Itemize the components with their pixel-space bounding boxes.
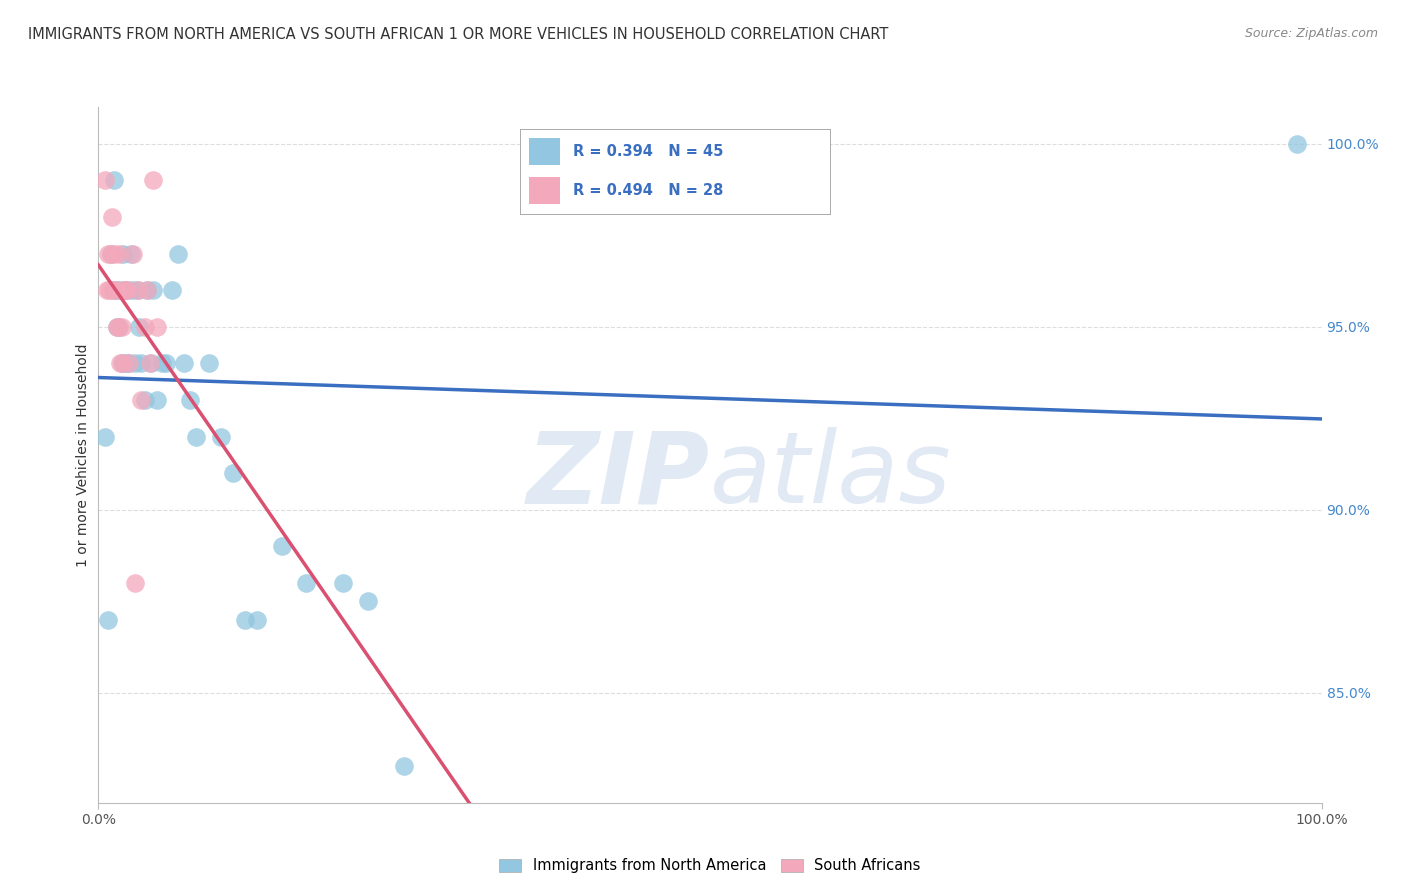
Point	[105, 319, 128, 334]
Point	[332, 576, 354, 591]
Point	[1286, 136, 1309, 151]
Point	[118, 356, 141, 370]
Point	[136, 283, 159, 297]
Point	[142, 283, 165, 297]
Point	[139, 356, 162, 370]
Point	[121, 246, 143, 260]
Point	[139, 356, 162, 370]
Point	[103, 246, 125, 260]
Text: Source: ZipAtlas.com: Source: ZipAtlas.com	[1244, 27, 1378, 40]
Bar	[530, 138, 561, 165]
Point	[108, 246, 131, 260]
Point	[105, 283, 128, 297]
Point	[186, 429, 208, 443]
Y-axis label: 1 or more Vehicles in Household: 1 or more Vehicles in Household	[76, 343, 90, 566]
Point	[129, 356, 152, 370]
Point	[110, 356, 132, 370]
Point	[127, 283, 149, 297]
Legend: Immigrants from North America, South Africans: Immigrants from North America, South Afr…	[494, 853, 927, 879]
Point	[295, 576, 318, 591]
Point	[136, 283, 159, 297]
Text: ZIP: ZIP	[527, 427, 710, 524]
Point	[179, 392, 201, 407]
Point	[114, 283, 136, 297]
Point	[111, 356, 134, 370]
Point	[101, 283, 124, 297]
Point	[128, 319, 150, 334]
Point	[209, 429, 232, 443]
Point	[97, 246, 120, 260]
Point	[150, 356, 173, 370]
Point	[356, 594, 378, 608]
Point	[129, 392, 152, 407]
Point	[146, 392, 169, 407]
Point	[134, 319, 156, 334]
Point	[127, 283, 149, 297]
Point	[98, 283, 121, 297]
Point	[114, 283, 136, 297]
Point	[155, 356, 177, 370]
Point	[124, 576, 146, 591]
Point	[100, 246, 122, 260]
Point	[115, 283, 138, 297]
Point	[111, 356, 134, 370]
Point	[93, 173, 115, 187]
Point	[117, 283, 139, 297]
Point	[112, 356, 135, 370]
Point	[111, 319, 134, 334]
Point	[97, 613, 120, 627]
Point	[160, 283, 183, 297]
Point	[146, 319, 169, 334]
Point	[167, 246, 190, 260]
Point	[103, 173, 125, 187]
Point	[173, 356, 195, 370]
Point	[112, 283, 135, 297]
Text: IMMIGRANTS FROM NORTH AMERICA VS SOUTH AFRICAN 1 OR MORE VEHICLES IN HOUSEHOLD C: IMMIGRANTS FROM NORTH AMERICA VS SOUTH A…	[28, 27, 889, 42]
Point	[108, 319, 131, 334]
Text: atlas: atlas	[710, 427, 952, 524]
Point	[120, 246, 142, 260]
Text: R = 0.494   N = 28: R = 0.494 N = 28	[572, 183, 723, 198]
Point	[233, 613, 256, 627]
Point	[104, 283, 127, 297]
Point	[124, 356, 146, 370]
Point	[134, 392, 156, 407]
Point	[118, 356, 141, 370]
Point	[107, 319, 129, 334]
Point	[197, 356, 219, 370]
Point	[142, 173, 165, 187]
Point	[96, 283, 118, 297]
Point	[115, 356, 138, 370]
Point	[246, 613, 269, 627]
Point	[100, 246, 122, 260]
Point	[93, 429, 115, 443]
Bar	[530, 177, 561, 204]
Point	[110, 283, 132, 297]
Point	[105, 319, 128, 334]
Point	[111, 246, 134, 260]
Point	[101, 210, 124, 224]
Point	[101, 283, 124, 297]
Point	[222, 467, 245, 481]
Point	[270, 540, 294, 554]
Text: R = 0.394   N = 45: R = 0.394 N = 45	[572, 144, 723, 159]
Point	[392, 759, 416, 773]
Point	[121, 283, 143, 297]
